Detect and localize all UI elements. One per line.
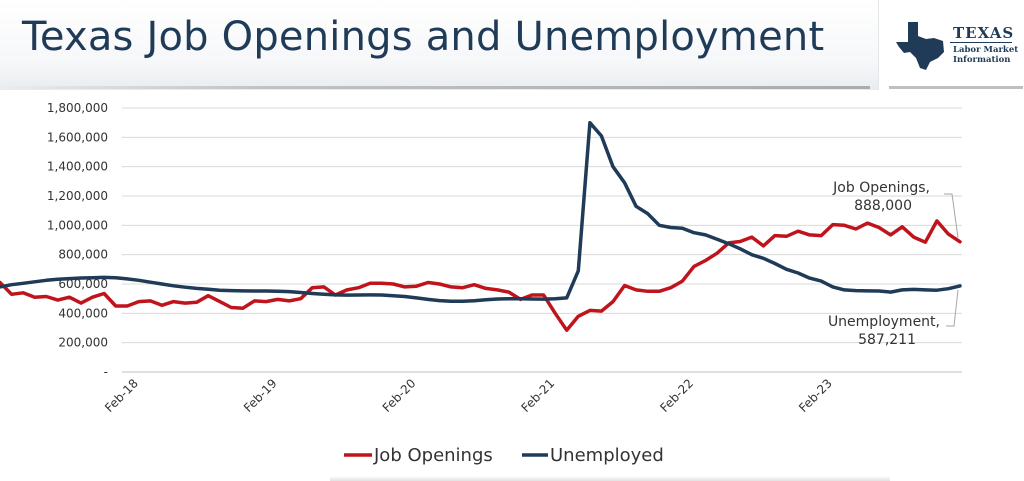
y-tick-label: 200,000 <box>58 336 108 350</box>
y-tick-label: 1,200,000 <box>47 189 108 203</box>
header-divider <box>0 86 870 89</box>
x-tick-label: Feb-21 <box>519 376 558 415</box>
line-chart: - 200,000 400,000 600,000 800,000 1,000,000 1,… <box>0 101 962 466</box>
job-openings-line <box>0 219 962 332</box>
logo-subtitle-line1: Labor Market <box>953 45 1019 55</box>
logo-separator <box>950 42 1012 43</box>
y-tick-label: 1,800,000 <box>47 101 108 115</box>
x-tick-label: Feb-17 <box>0 376 2 415</box>
unemployment-annotation-line2: 587,211 <box>858 332 916 348</box>
legend-label-job-openings: Job Openings <box>373 445 493 466</box>
y-tick-label: 600,000 <box>58 277 108 291</box>
legend-label-unemployed: Unemployed <box>550 445 664 466</box>
x-tick-label: Feb-22 <box>657 376 696 415</box>
x-tick-label: Feb-23 <box>796 376 835 415</box>
unemployed-line <box>0 120 962 304</box>
x-tick-label: Feb-18 <box>102 376 141 415</box>
job-openings-annotation-line2: 888,000 <box>854 198 912 214</box>
unemployment-annotation-line1: Unemployment, <box>828 314 940 330</box>
x-tick-label: Feb-20 <box>380 376 419 415</box>
unemployment-leader <box>946 289 959 327</box>
job-openings-annotation-line1: Job Openings, <box>832 180 930 196</box>
x-tick-label: Feb-19 <box>241 376 280 415</box>
y-tick-label: 400,000 <box>58 306 108 320</box>
footer-shadow <box>330 476 890 481</box>
logo-wordmark: TEXAS <box>953 24 1015 42</box>
y-tick-label: 1,400,000 <box>47 160 108 174</box>
texas-map-icon <box>896 22 944 70</box>
slide-header <box>0 0 1024 90</box>
y-tick-label: 800,000 <box>58 248 108 262</box>
slide-title: Texas Job Openings and Unemployment <box>22 14 825 60</box>
y-tick-label: 1,600,000 <box>47 130 108 144</box>
y-tick-label: 1,000,000 <box>47 218 108 232</box>
logo-subtitle-line2: Information <box>953 55 1011 65</box>
job-openings-leader <box>944 193 959 238</box>
y-tick-label: - <box>104 365 108 379</box>
logo-subtitle: Labor Market Information <box>953 45 1023 65</box>
